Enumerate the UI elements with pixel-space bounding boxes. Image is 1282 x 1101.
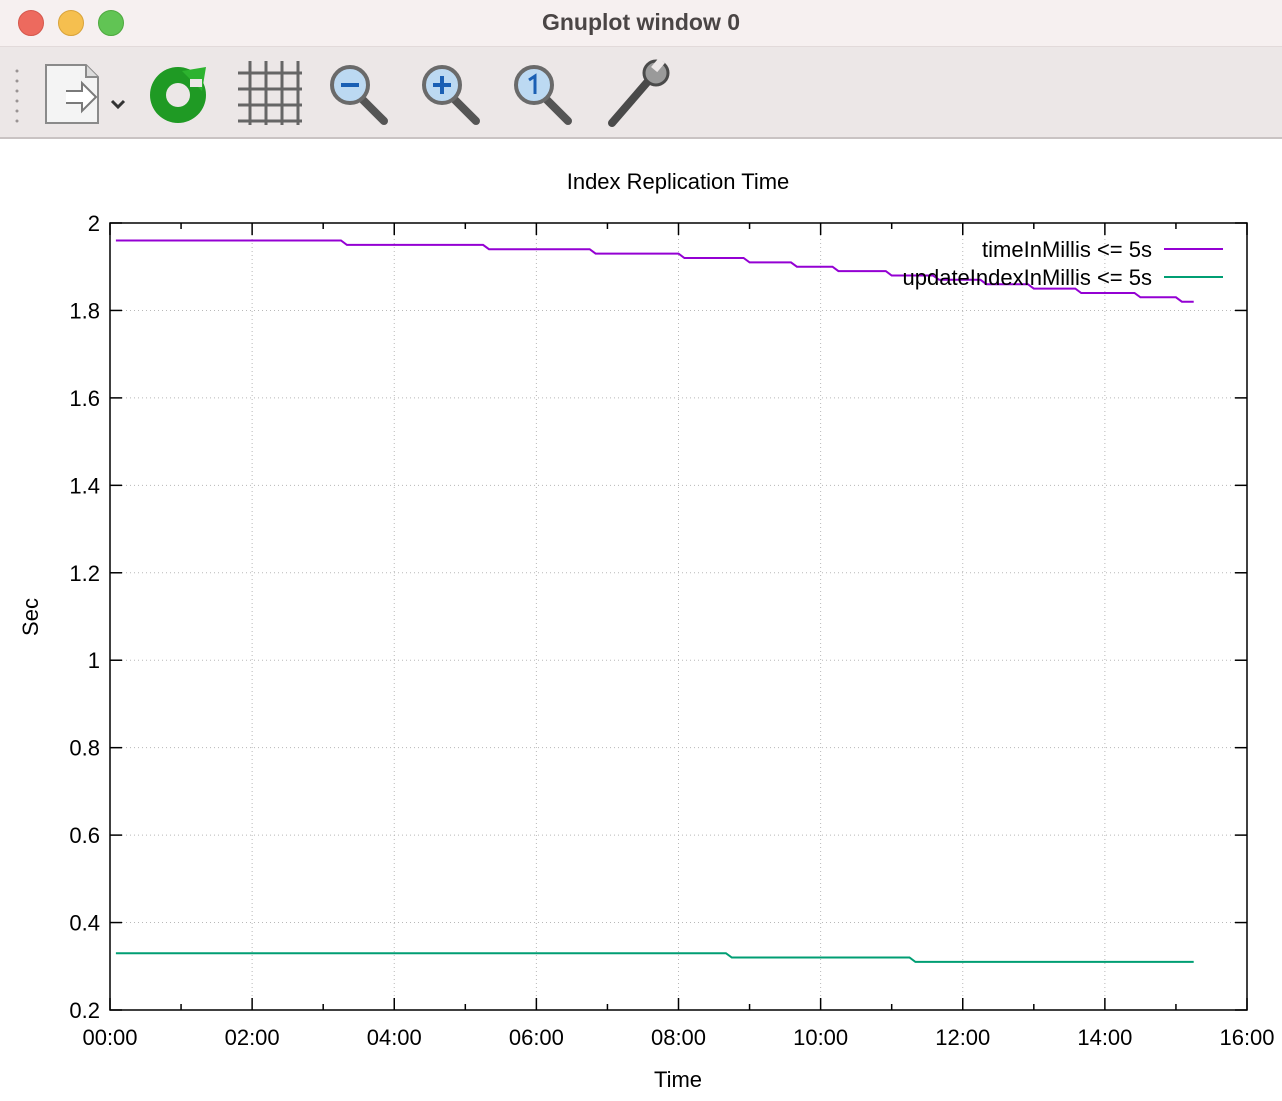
replot-icon[interactable] <box>146 57 212 129</box>
x-tick-label: 00:00 <box>82 1025 137 1050</box>
y-tick-label: 1.4 <box>69 473 100 498</box>
y-tick-label: 0.6 <box>69 823 100 848</box>
zoom-out-icon[interactable] <box>328 57 394 129</box>
series-line-1 <box>115 239 1194 303</box>
x-axis-label: Time <box>654 1067 702 1092</box>
legend: timeInMillis <= 5s updateIndexInMillis <=… <box>903 237 1223 290</box>
x-tick-label: 16:00 <box>1219 1025 1274 1050</box>
plot-frame <box>109 222 1248 1011</box>
zoom-window-button[interactable] <box>98 10 124 36</box>
x-tick-label: 10:00 <box>793 1025 848 1050</box>
title-bar: Gnuplot window 0 <box>0 0 1282 47</box>
y-tick-label: 0.8 <box>69 736 100 761</box>
y-tick-label: 0.4 <box>69 911 100 936</box>
y-tick-label: 0.2 <box>69 998 100 1023</box>
y-tick-label: 1.6 <box>69 386 100 411</box>
x-tick-label: 04:00 <box>367 1025 422 1050</box>
plot-area: Index Replication Time Time Sec 00:00 02:… <box>4 139 1282 1096</box>
y-tick-label: 1 <box>88 648 100 673</box>
grid-icon[interactable] <box>234 57 306 129</box>
x-tick-label: 06:00 <box>509 1025 564 1050</box>
chart: Index Replication Time Time Sec 00:00 02:… <box>18 169 1275 1092</box>
toolbar <box>0 47 1282 139</box>
y-tick-label: 1.2 <box>69 561 100 586</box>
chart-title: Index Replication Time <box>567 169 790 194</box>
zoom-in-icon[interactable] <box>420 57 486 129</box>
minimize-window-button[interactable] <box>58 10 84 36</box>
legend-label: updateIndexInMillis <= 5s <box>903 265 1153 290</box>
settings-wrench-icon[interactable] <box>604 57 674 129</box>
grid-lines <box>110 223 1247 1010</box>
y-tick-label: 1.8 <box>69 298 100 323</box>
zoom-reset-icon[interactable] <box>512 57 578 129</box>
toolbar-grip[interactable] <box>14 67 20 127</box>
x-tick-label: 02:00 <box>225 1025 280 1050</box>
axis-ticks: 00:00 02:00 04:00 06:00 08:00 10:00 12:00 14:00… <box>69 211 1274 1050</box>
y-tick-label: 2 <box>88 211 100 236</box>
y-axis-label: Sec <box>18 598 43 636</box>
x-tick-label: 12:00 <box>935 1025 990 1050</box>
series-layer <box>115 239 1194 963</box>
window-title: Gnuplot window 0 <box>541 9 741 35</box>
x-tick-label: 08:00 <box>651 1025 706 1050</box>
export-icon[interactable] <box>42 57 132 129</box>
x-tick-label: 14:00 <box>1077 1025 1132 1050</box>
series-line-2 <box>115 952 1194 963</box>
close-window-button[interactable] <box>18 10 44 36</box>
legend-label: timeInMillis <= 5s <box>982 237 1152 262</box>
